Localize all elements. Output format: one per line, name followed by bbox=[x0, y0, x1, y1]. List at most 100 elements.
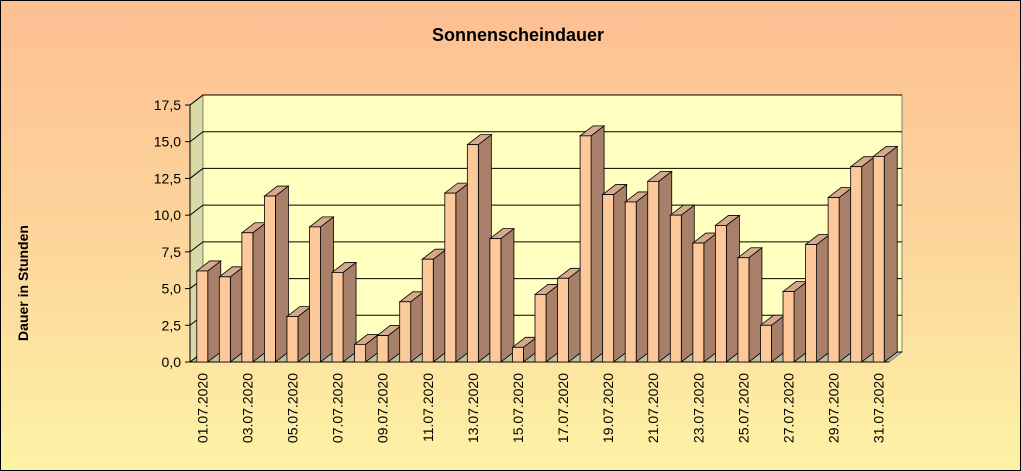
bar-side bbox=[748, 246, 763, 363]
bar-front bbox=[737, 257, 750, 363]
bar bbox=[781, 280, 809, 363]
bar-front bbox=[286, 316, 299, 363]
bar bbox=[466, 133, 493, 363]
y-tick-label: 10,0 bbox=[154, 207, 181, 223]
y-tick-label: 12,5 bbox=[154, 170, 181, 186]
bar-side bbox=[883, 145, 898, 363]
bar bbox=[195, 260, 222, 363]
bar-front bbox=[714, 225, 727, 363]
bar bbox=[556, 267, 583, 363]
bar-front bbox=[264, 195, 276, 363]
bar-front bbox=[512, 346, 524, 363]
bar-front bbox=[669, 214, 682, 363]
bar-side bbox=[590, 125, 605, 363]
x-tick-label: 27.07.2020 bbox=[781, 373, 797, 443]
bar bbox=[849, 155, 876, 363]
bar bbox=[308, 216, 335, 363]
bar bbox=[330, 261, 358, 363]
bar bbox=[601, 183, 628, 363]
bar-side bbox=[342, 261, 357, 363]
bar-front bbox=[309, 226, 321, 363]
bar bbox=[240, 221, 268, 363]
bar-side bbox=[410, 290, 425, 363]
gridline bbox=[189, 167, 902, 179]
x-tick-label: 17.07.2020 bbox=[555, 373, 571, 443]
bar-front bbox=[872, 155, 885, 363]
bar-front bbox=[399, 301, 412, 363]
bar-side bbox=[816, 233, 830, 363]
y-tick-label: 5,0 bbox=[162, 281, 182, 297]
bar-front bbox=[647, 180, 660, 363]
bar bbox=[804, 233, 831, 363]
bar-side bbox=[455, 182, 470, 363]
bar-front bbox=[489, 238, 502, 363]
bar bbox=[872, 145, 899, 363]
x-tick-label: 03.07.2020 bbox=[239, 373, 255, 443]
y-tick-label: 0,0 bbox=[162, 354, 182, 370]
bar bbox=[533, 283, 561, 363]
bar bbox=[624, 191, 651, 363]
gridline bbox=[189, 94, 902, 106]
bar-side bbox=[635, 191, 650, 363]
bar bbox=[488, 227, 516, 363]
bar-side bbox=[568, 267, 582, 363]
bar-front bbox=[557, 277, 569, 363]
plot-area: 0,0 2,5 5,0 7,5 10,0 12,5 15,0 17,5 01.07.2020 03… bbox=[154, 93, 904, 443]
bar-front bbox=[579, 135, 592, 363]
bar-side bbox=[207, 260, 222, 363]
bar-front bbox=[827, 197, 840, 363]
y-tick-label: 7,5 bbox=[162, 244, 182, 260]
bar-front bbox=[331, 272, 344, 363]
bar-front bbox=[354, 343, 367, 363]
x-tick-label: 07.07.2020 bbox=[330, 373, 346, 443]
x-tick-label: 31.07.2020 bbox=[871, 373, 887, 443]
gridline bbox=[189, 131, 902, 143]
bar-front bbox=[421, 258, 434, 363]
x-tick-label: 25.07.2020 bbox=[735, 373, 751, 443]
x-tick-label: 23.07.2020 bbox=[690, 373, 706, 443]
bar-side bbox=[500, 227, 515, 363]
bar bbox=[578, 125, 606, 363]
bar-side bbox=[252, 221, 267, 363]
bar-front bbox=[602, 194, 615, 363]
bar bbox=[218, 266, 245, 363]
chart-title: Sonnenscheindauer bbox=[432, 25, 604, 45]
bar-side bbox=[229, 266, 244, 363]
bar-side bbox=[793, 280, 808, 363]
bar-front bbox=[782, 291, 795, 363]
bar bbox=[398, 290, 425, 363]
bar-side bbox=[861, 155, 876, 363]
x-tick-label: 01.07.2020 bbox=[194, 373, 210, 443]
bar-side bbox=[545, 283, 560, 363]
bar-front bbox=[196, 270, 209, 363]
bar-front bbox=[534, 294, 547, 363]
x-tick-label: 09.07.2020 bbox=[375, 373, 391, 443]
bar-side bbox=[320, 216, 334, 363]
x-tick-label: 05.07.2020 bbox=[284, 373, 300, 443]
bar bbox=[691, 232, 719, 363]
bar-front bbox=[624, 201, 637, 363]
bar-front bbox=[218, 276, 231, 363]
x-tick-label: 13.07.2020 bbox=[465, 373, 481, 443]
y-axis-label: Dauer in Stunden bbox=[15, 225, 31, 341]
bar bbox=[759, 314, 786, 363]
bar-front bbox=[692, 242, 705, 363]
bar-front bbox=[805, 244, 817, 363]
bar-front bbox=[444, 192, 457, 363]
bar-side bbox=[680, 204, 695, 363]
y-tick-label: 2,5 bbox=[162, 317, 182, 333]
x-tick-label: 19.07.2020 bbox=[600, 373, 616, 443]
bar-side bbox=[613, 183, 628, 363]
bar-front bbox=[241, 232, 254, 363]
bar bbox=[736, 246, 764, 363]
x-tick-label: 11.07.2020 bbox=[420, 373, 436, 442]
bar bbox=[421, 248, 448, 363]
bar bbox=[646, 170, 673, 363]
bar bbox=[353, 333, 380, 363]
x-tick-label: 21.07.2020 bbox=[645, 373, 661, 443]
x-tick-label: 15.07.2020 bbox=[510, 373, 526, 443]
bar-front bbox=[376, 335, 389, 363]
bar-side bbox=[703, 232, 718, 363]
bar-side bbox=[432, 248, 447, 363]
